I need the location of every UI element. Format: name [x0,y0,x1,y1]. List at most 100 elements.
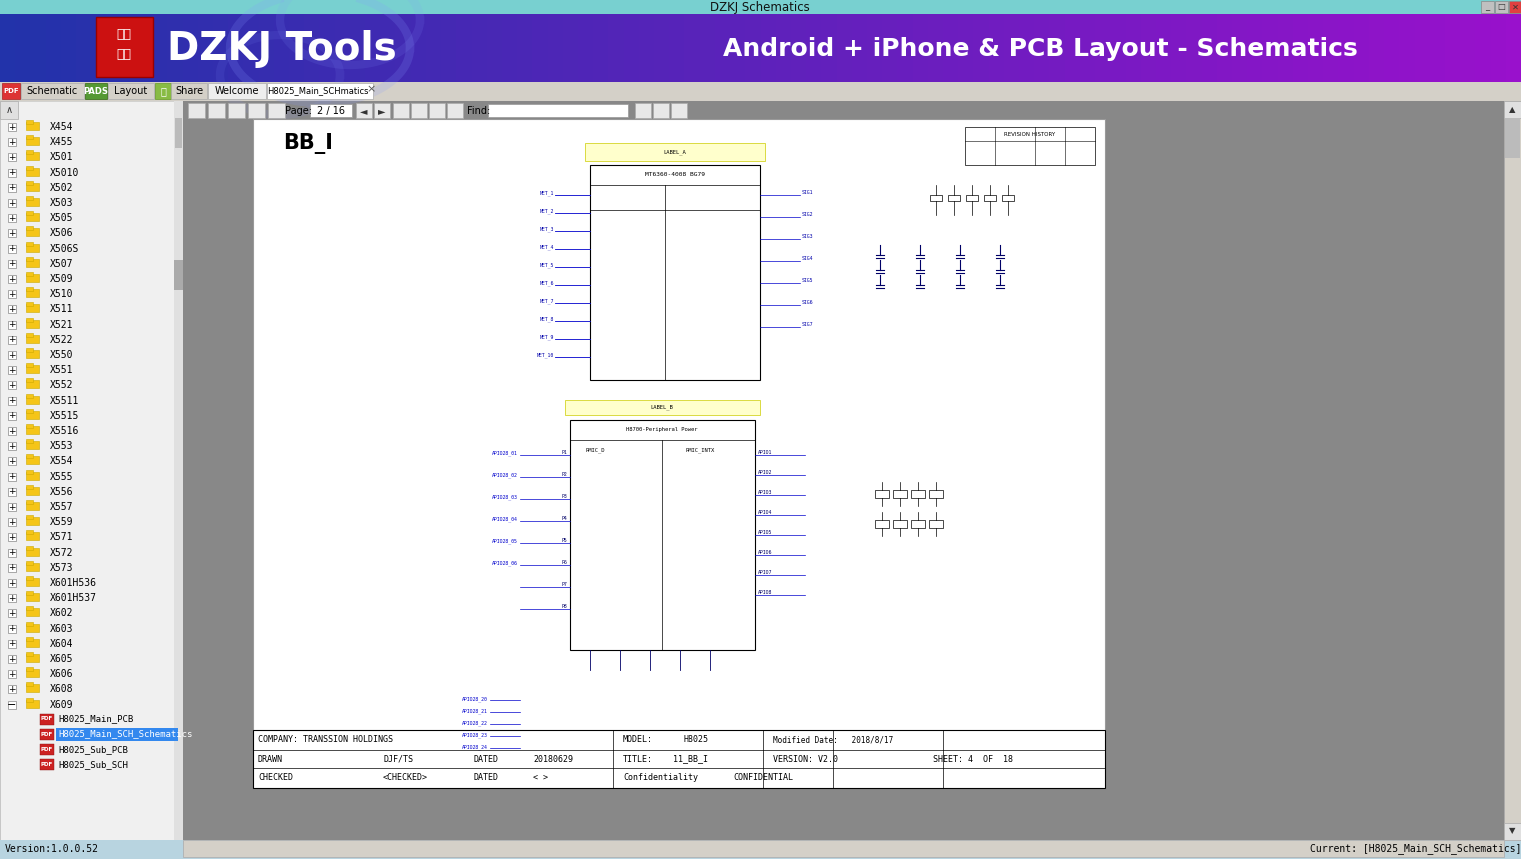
Bar [8,381,17,389]
Bar [356,103,373,118]
Text: X553: X553 [50,442,73,451]
Text: DZKJ Tools: DZKJ Tools [167,30,397,68]
Bar [684,14,701,82]
Text: +: + [8,442,15,451]
Text: +: + [8,396,15,405]
Bar [26,302,33,307]
Text: X557: X557 [50,502,73,512]
Bar [310,104,351,117]
Bar [8,306,17,314]
Bar [1430,14,1446,82]
Bar [634,103,651,118]
Bar [487,14,503,82]
Text: SIG7: SIG7 [802,322,814,327]
Text: SHEET: 4  OF  18: SHEET: 4 OF 18 [932,754,1013,764]
Bar [26,409,33,413]
Text: X454: X454 [50,122,73,132]
Text: X509: X509 [50,274,73,284]
Bar [167,14,184,82]
Bar [155,83,170,99]
Text: _: _ [1486,3,1489,11]
Text: APIO28_04: APIO28_04 [493,516,519,521]
Text: APIO28_22: APIO28_22 [462,720,488,726]
Bar [8,123,17,131]
Text: P6: P6 [561,561,567,565]
Bar [671,103,687,118]
Text: ▲: ▲ [1509,106,1515,114]
Bar [96,17,154,77]
Text: X556: X556 [50,487,73,497]
Text: ◄: ◄ [360,106,368,116]
Bar [928,14,945,82]
Bar [152,14,169,82]
Text: PDF: PDF [41,762,53,767]
Bar [570,420,754,650]
Bar [2,83,20,99]
Text: DRAWN: DRAWN [259,754,283,764]
Text: H8025_Main_PCB: H8025_Main_PCB [58,715,134,723]
Text: +: + [8,259,15,268]
Bar [8,564,17,572]
Bar [0,82,1521,101]
Text: APIO28_06: APIO28_06 [493,560,519,566]
Bar [228,103,245,118]
Text: NET_2: NET_2 [540,208,554,214]
Text: X609: X609 [50,699,73,710]
Bar [40,714,55,725]
Bar [319,14,336,82]
Bar [122,14,138,82]
Text: X502: X502 [50,183,73,192]
Bar [426,14,443,82]
Text: X507: X507 [50,259,73,269]
Bar [8,503,17,511]
Bar [745,14,762,82]
Text: Modified Date:   2018/8/17: Modified Date: 2018/8/17 [773,735,893,745]
Text: +: + [8,153,15,161]
Bar [0,14,17,82]
Bar [108,83,154,99]
Bar [1504,823,1521,840]
Bar [1262,14,1279,82]
Bar [8,549,17,557]
Text: NET_1: NET_1 [540,190,554,196]
Bar [26,456,40,465]
Text: P2: P2 [561,472,567,478]
Text: X505: X505 [50,213,73,223]
Bar [252,730,1104,788]
Text: +: + [8,639,15,649]
Text: CONFIDENTIAL: CONFIDENTIAL [733,773,792,783]
Text: +: + [8,578,15,588]
Text: +: + [8,198,15,208]
Text: H8025_Main_SCHmatics: H8025_Main_SCHmatics [268,87,368,95]
Text: NET_8: NET_8 [540,316,554,322]
Bar [208,83,266,99]
Bar [0,840,1521,859]
Bar [26,545,33,550]
Text: X521: X521 [50,320,73,330]
Bar [1278,14,1294,82]
Text: SIG5: SIG5 [802,278,814,283]
Bar [26,287,33,291]
Bar [40,759,55,771]
Bar [1475,14,1492,82]
Text: APIO7: APIO7 [757,570,773,576]
Text: MODEL:: MODEL: [624,735,653,745]
Text: X555: X555 [50,472,73,482]
Bar [259,14,275,82]
Bar [776,14,792,82]
Bar [1481,1,1494,13]
Bar [91,14,108,82]
Text: H8025_Sub_SCH: H8025_Sub_SCH [58,760,128,769]
Text: +: + [8,624,15,633]
Bar [593,14,610,82]
Bar [791,14,808,82]
Bar [26,318,33,321]
Bar [964,127,1095,165]
Bar [929,490,943,498]
Text: ✕: ✕ [1512,3,1519,11]
Bar [624,14,640,82]
Bar [26,622,33,625]
Text: +: + [8,548,15,557]
Bar [966,195,978,201]
Bar [8,275,17,283]
